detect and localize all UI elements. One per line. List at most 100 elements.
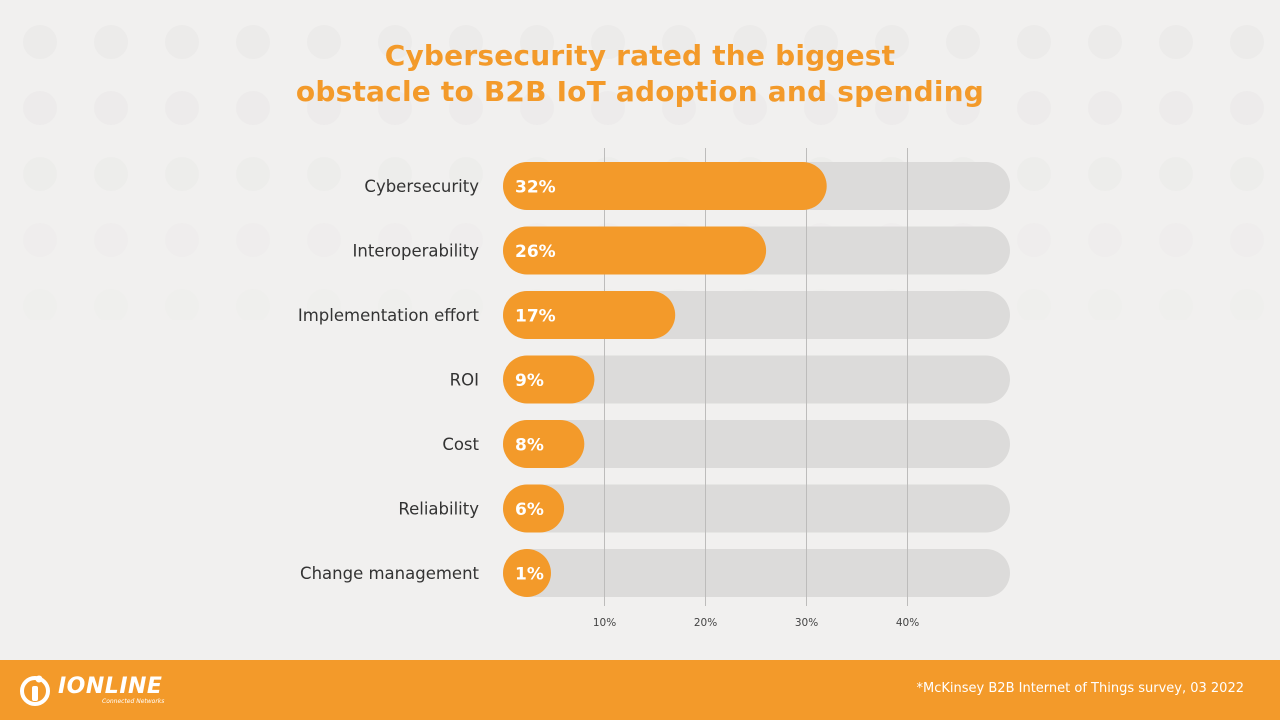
bar: [503, 226, 767, 275]
background-dot: [662, 25, 696, 59]
bar: [503, 549, 551, 597]
background-dot: [1017, 91, 1051, 125]
background-dot: [449, 25, 483, 59]
bar-track: [503, 549, 1010, 597]
background-dot: [1017, 25, 1051, 59]
background-dot: [236, 25, 270, 59]
background-dot: [94, 223, 128, 257]
bar-value-label: 8%: [515, 436, 544, 456]
background-dot: [307, 91, 341, 125]
background-dot: [23, 25, 57, 59]
background-dot: [1159, 289, 1193, 320]
background-dot: [23, 91, 57, 125]
background-dot: [449, 91, 483, 125]
bar-value-label: 17%: [515, 307, 556, 327]
background-dot: [1088, 223, 1122, 257]
background-dot: [307, 223, 341, 257]
background-dot: [236, 223, 270, 257]
footer-bar: IONLINE Connected Networks *McKinsey B2B…: [0, 660, 1280, 720]
background-dot: [307, 157, 341, 191]
background-dot: [165, 289, 199, 320]
background-dot: [23, 223, 57, 257]
background-dot: [378, 157, 412, 191]
bar: [503, 484, 565, 533]
category-label: ROI: [450, 371, 479, 390]
background-dot: [520, 25, 554, 59]
background-dot: [165, 25, 199, 59]
background-dot: [1230, 91, 1264, 125]
background-dot: [804, 91, 838, 125]
bar-track: [503, 484, 1010, 533]
background-dot: [804, 25, 838, 59]
background-dot: [520, 91, 554, 125]
background-dot: [307, 25, 341, 59]
bar: [503, 291, 676, 339]
bar: [503, 162, 827, 210]
background-dot: [1159, 223, 1193, 257]
category-label: Cost: [442, 435, 479, 454]
background-dot: [591, 91, 625, 125]
brand-tagline: Connected Networks: [102, 697, 165, 705]
background-dot: [1230, 157, 1264, 191]
bar-value-label: 9%: [515, 371, 544, 391]
background-dot: [1230, 223, 1264, 257]
background-dot: [94, 25, 128, 59]
background-dot: [662, 91, 696, 125]
background-dot: [236, 289, 270, 320]
background-dot: [165, 223, 199, 257]
background-dot: [1017, 223, 1051, 257]
background-dot: [236, 91, 270, 125]
background-dot: [946, 91, 980, 125]
x-tick-label: 20%: [694, 617, 717, 629]
background-dot: [378, 25, 412, 59]
background-dot: [449, 289, 483, 320]
category-label: Reliability: [398, 500, 479, 519]
chart-title-line-2: obstacle to B2B IoT adoption and spendin…: [295, 75, 985, 108]
background-dot: [378, 91, 412, 125]
background-dot: [1159, 157, 1193, 191]
background-dot: [94, 91, 128, 125]
background-dot: [378, 289, 412, 320]
background-dot: [236, 157, 270, 191]
source-note: *McKinsey B2B Internet of Things survey,…: [916, 681, 1244, 696]
bar-chart: 10% 20% 30% 40% 32% Cybersecurity 26% Interoper…: [298, 148, 1010, 629]
background-dot: [307, 289, 341, 320]
chart-title: Cybersecurity rated the biggest obstacle…: [0, 38, 1280, 110]
background-dot: [165, 157, 199, 191]
bar-value-label: 32%: [515, 178, 556, 198]
category-label: Change management: [300, 564, 479, 583]
background-dot: [1230, 25, 1264, 59]
background-dot: [1017, 157, 1051, 191]
background-dot: [1017, 289, 1051, 320]
background-dot: [94, 157, 128, 191]
background-dot: [733, 25, 767, 59]
category-label: Implementation effort: [298, 306, 480, 325]
background-dot: [1088, 91, 1122, 125]
x-tick-label: 10%: [593, 617, 616, 629]
background-dot: [1159, 25, 1193, 59]
background-dot: [1088, 157, 1122, 191]
x-tick-label: 40%: [896, 617, 919, 629]
bar-value-label: 26%: [515, 242, 556, 262]
background-dot: [1088, 25, 1122, 59]
brand-logo-icon: [20, 675, 50, 706]
category-label: Cybersecurity: [364, 177, 479, 196]
background-dot: [23, 157, 57, 191]
background-dot: [946, 25, 980, 59]
background-dot: [378, 223, 412, 257]
x-tick-label: 30%: [795, 617, 818, 629]
brand-name: IONLINE: [58, 673, 163, 699]
background-dot: [449, 223, 483, 257]
bar-track: [503, 420, 1010, 468]
background-dot: [23, 289, 57, 320]
background-dot: [165, 91, 199, 125]
bar-value-label: 1%: [515, 565, 544, 585]
background-dot: [591, 25, 625, 59]
background-dot: [1230, 289, 1264, 320]
category-label: Interoperability: [353, 242, 480, 261]
background-dot: [875, 25, 909, 59]
brand-logo[interactable]: IONLINE Connected Networks: [18, 672, 164, 708]
background-dot: [733, 91, 767, 125]
background-dot: [1159, 91, 1193, 125]
bar: [503, 420, 585, 468]
